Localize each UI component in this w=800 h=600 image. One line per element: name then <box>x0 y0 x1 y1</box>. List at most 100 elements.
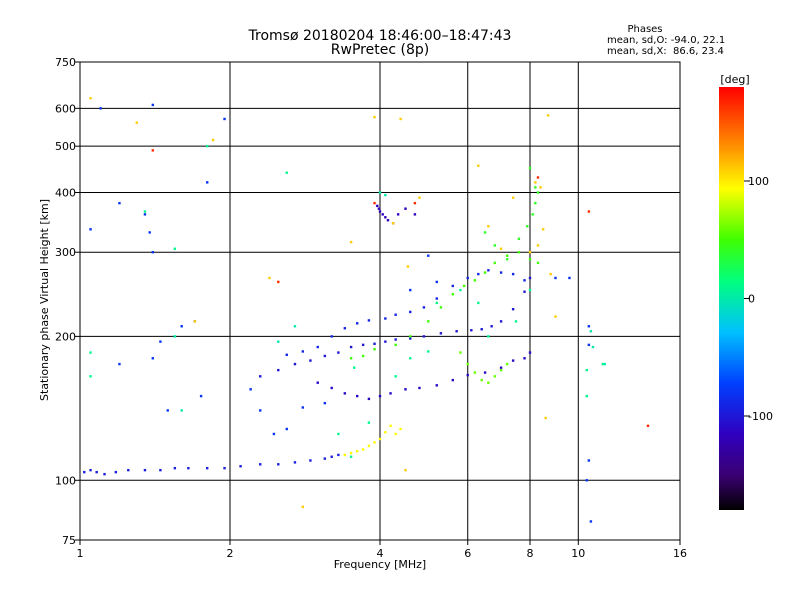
x-tick-label: 2 <box>227 547 234 560</box>
stats-line-o: mean, sd,O: -94.0, 22.1 <box>607 35 725 46</box>
data-point <box>505 362 509 366</box>
data-point <box>451 378 455 382</box>
data-point <box>526 225 529 228</box>
data-point <box>95 470 98 474</box>
data-point <box>439 306 443 309</box>
data-point <box>396 213 400 216</box>
data-point <box>394 375 397 378</box>
data-point <box>373 342 376 345</box>
data-point <box>173 466 177 470</box>
data-point <box>173 247 177 250</box>
data-point <box>343 327 347 330</box>
y-tick-label: 500 <box>55 140 76 153</box>
data-point <box>384 340 387 343</box>
data-point <box>536 176 540 179</box>
data-point <box>499 320 503 323</box>
data-point <box>404 468 407 472</box>
data-point <box>349 357 353 360</box>
data-point <box>301 505 305 509</box>
data-point <box>528 288 532 292</box>
data-point <box>422 335 426 338</box>
data-point <box>646 424 650 428</box>
data-point <box>355 322 359 325</box>
data-point <box>118 362 121 366</box>
data-point <box>391 222 395 225</box>
data-point <box>349 451 353 455</box>
data-point <box>499 271 503 274</box>
data-point <box>466 276 469 280</box>
data-point <box>404 388 407 391</box>
data-point <box>389 424 392 428</box>
y-tick-label: 600 <box>55 102 76 115</box>
data-point <box>477 164 480 167</box>
data-point <box>554 276 557 280</box>
data-point <box>480 378 483 382</box>
data-point <box>505 258 509 261</box>
data-point <box>259 463 262 466</box>
data-point <box>462 284 466 288</box>
chart-title: Tromsø 20180204 18:46:00–18:47:43 <box>248 28 512 44</box>
x-tick-label: 10 <box>571 547 585 560</box>
data-point <box>523 279 526 282</box>
data-point <box>435 301 438 305</box>
data-point <box>528 276 532 280</box>
data-point <box>330 335 333 338</box>
data-point <box>223 466 226 470</box>
data-point <box>193 320 197 323</box>
data-point <box>180 409 183 412</box>
y-tick-label: 75 <box>62 534 76 547</box>
data-point <box>355 450 359 453</box>
data-point <box>499 247 503 250</box>
data-point <box>373 115 376 119</box>
data-point <box>367 421 371 424</box>
data-point <box>89 228 92 231</box>
data-point <box>293 461 297 464</box>
colorbar-ticks: 100 0 -100 <box>744 175 773 423</box>
data-point <box>399 427 402 431</box>
data-point <box>127 468 130 472</box>
data-point <box>477 301 480 305</box>
data-point <box>268 276 271 280</box>
data-point <box>427 254 430 257</box>
data-point <box>211 138 215 142</box>
x-tick-label: 4 <box>377 547 384 560</box>
data-point <box>427 350 430 353</box>
data-point <box>330 455 333 458</box>
data-point <box>549 272 552 276</box>
data-point <box>285 171 288 174</box>
data-point <box>466 373 469 377</box>
colorbar-label: [deg] <box>720 73 749 86</box>
data-point <box>173 335 177 338</box>
data-point <box>487 335 490 338</box>
data-point <box>367 444 371 448</box>
data-point <box>143 468 147 472</box>
data-point <box>470 329 473 332</box>
data-point <box>480 328 483 331</box>
data-point <box>349 345 353 349</box>
data-point <box>539 186 542 189</box>
data-point <box>249 388 252 391</box>
data-point <box>373 348 376 351</box>
data-point <box>151 149 155 152</box>
grid-lines <box>80 62 680 540</box>
chart-subtitle: RwPretec (8p) <box>331 42 429 58</box>
data-point <box>477 272 480 276</box>
data-point <box>151 251 155 254</box>
data-point <box>585 394 588 398</box>
data-point <box>483 271 487 274</box>
data-point <box>187 466 190 470</box>
y-axis-label: Stationary phase Virtual Height [km] <box>38 199 51 401</box>
data-point <box>546 114 550 117</box>
data-point <box>277 280 280 284</box>
data-point <box>355 394 359 398</box>
colorbar-tick-label: -100 <box>748 410 773 423</box>
data-point <box>323 354 327 358</box>
data-point <box>536 244 540 247</box>
data-point <box>528 258 532 261</box>
data-point <box>487 225 490 228</box>
data-point <box>343 453 347 457</box>
data-point <box>89 351 92 354</box>
data-point <box>285 353 288 357</box>
data-point <box>394 338 397 341</box>
data-point <box>259 375 262 378</box>
